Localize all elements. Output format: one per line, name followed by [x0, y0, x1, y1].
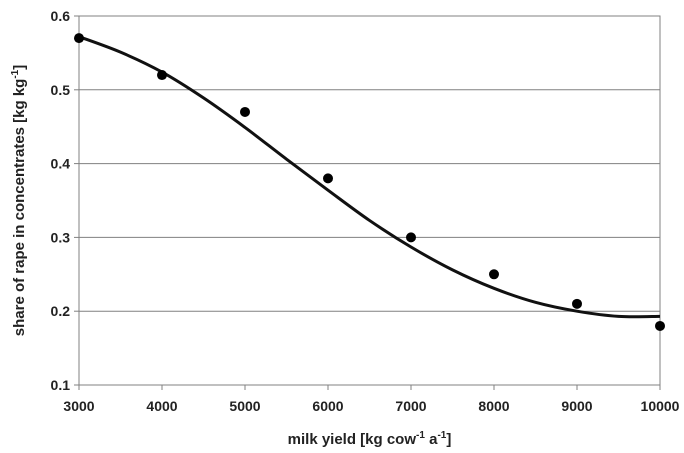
data-point	[323, 173, 333, 184]
y-tick-label: 0.6	[51, 8, 71, 24]
grid-lines	[79, 15, 660, 386]
x-tick-label: 10000	[641, 398, 680, 414]
data-point	[572, 298, 582, 309]
y-axis: 0.1 0.2 0.3 0.4 0.5 0.6	[51, 8, 79, 393]
y-tick-label: 0.3	[51, 229, 71, 245]
y-tick-label: 0.5	[51, 82, 71, 98]
x-tick-label: 7000	[395, 398, 426, 414]
x-tick-label: 6000	[312, 398, 343, 414]
data-point	[489, 269, 499, 280]
x-axis: 3000 4000 5000 6000 7000 8000 9000 10000	[63, 385, 680, 414]
data-point	[406, 232, 416, 243]
x-tick-label: 5000	[229, 398, 260, 414]
plot-area	[78, 15, 661, 386]
data-point	[157, 70, 167, 81]
data-points	[74, 33, 665, 331]
x-tick-label: 4000	[146, 398, 177, 414]
y-tick-label: 0.2	[51, 303, 71, 319]
y-tick-label: 0.4	[51, 156, 71, 172]
data-point	[74, 33, 84, 44]
y-axis-title: share of rape in concentrates [kg kg-1]	[10, 65, 28, 336]
x-tick-label: 9000	[561, 398, 592, 414]
data-point	[240, 106, 250, 117]
x-axis-title: milk yield [kg cow-1 a-1]	[288, 430, 452, 448]
x-tick-label: 8000	[478, 398, 509, 414]
data-point	[655, 320, 665, 331]
fitted-curve	[78, 35, 661, 319]
y-tick-label: 0.1	[51, 377, 71, 393]
x-tick-label: 3000	[63, 398, 94, 414]
